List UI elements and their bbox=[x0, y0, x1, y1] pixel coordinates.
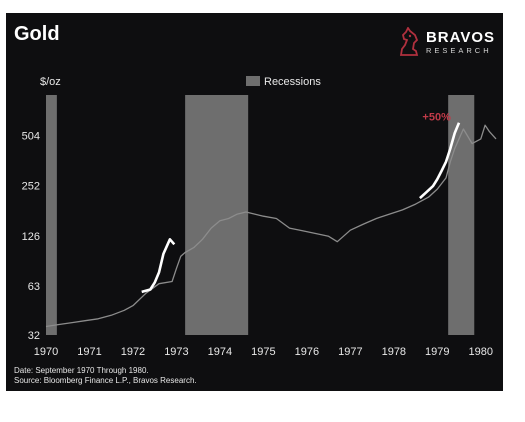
y-tick-label: 126 bbox=[22, 231, 40, 243]
recession-bands bbox=[46, 95, 475, 335]
x-tick-label: 1974 bbox=[208, 346, 232, 358]
x-tick-label: 1979 bbox=[425, 346, 449, 358]
brand-subtitle: RESEARCH bbox=[425, 45, 492, 55]
x-tick-label: 1970 bbox=[34, 346, 58, 358]
brand-logo: BRAVOS RESEARCH bbox=[398, 27, 495, 57]
y-axis-label: $/oz bbox=[40, 76, 61, 88]
brand-name: BRAVOS bbox=[425, 28, 495, 46]
recession-band bbox=[185, 95, 249, 335]
highlight-line bbox=[141, 238, 176, 294]
annotation-label: +50% bbox=[422, 112, 451, 124]
price-line bbox=[45, 124, 497, 328]
x-tick-label: 1980 bbox=[469, 346, 493, 358]
x-axis-ticks: 1970 1971 1972 1973 1974 1975 1976 1977 1978 1979… bbox=[34, 346, 493, 358]
x-tick-label: 1977 bbox=[338, 346, 362, 358]
recession-band bbox=[448, 95, 475, 335]
date-note: Date: September 1970 Through 1980. bbox=[14, 366, 149, 375]
x-tick-label: 1972 bbox=[121, 346, 145, 358]
source-note: Source: Bloomberg Finance L.P., Bravos R… bbox=[14, 376, 197, 385]
price-series bbox=[45, 122, 497, 328]
x-tick-label: 1976 bbox=[295, 346, 319, 358]
legend-label: Recessions bbox=[264, 76, 321, 88]
recession-band bbox=[46, 95, 57, 335]
y-axis-ticks: 32 63 126 252 504 bbox=[22, 130, 40, 342]
chart-title: Gold bbox=[14, 23, 60, 45]
annotations: +50% bbox=[422, 112, 451, 124]
x-tick-label: 1973 bbox=[164, 346, 188, 358]
knight-logo-icon bbox=[399, 27, 419, 56]
x-tick-label: 1971 bbox=[77, 346, 101, 358]
y-tick-label: 252 bbox=[22, 181, 40, 193]
chart-panel: Gold BRAVOS RESEARCH Recessions $/oz 32 6… bbox=[6, 13, 503, 391]
y-tick-label: 63 bbox=[28, 281, 40, 293]
chart-legend: Recessions bbox=[246, 76, 321, 88]
x-tick-label: 1975 bbox=[251, 346, 275, 358]
legend-swatch bbox=[246, 76, 260, 86]
highlight-line bbox=[419, 122, 461, 200]
y-tick-label: 32 bbox=[28, 330, 40, 342]
y-tick-label: 504 bbox=[22, 130, 40, 142]
x-tick-label: 1978 bbox=[382, 346, 406, 358]
